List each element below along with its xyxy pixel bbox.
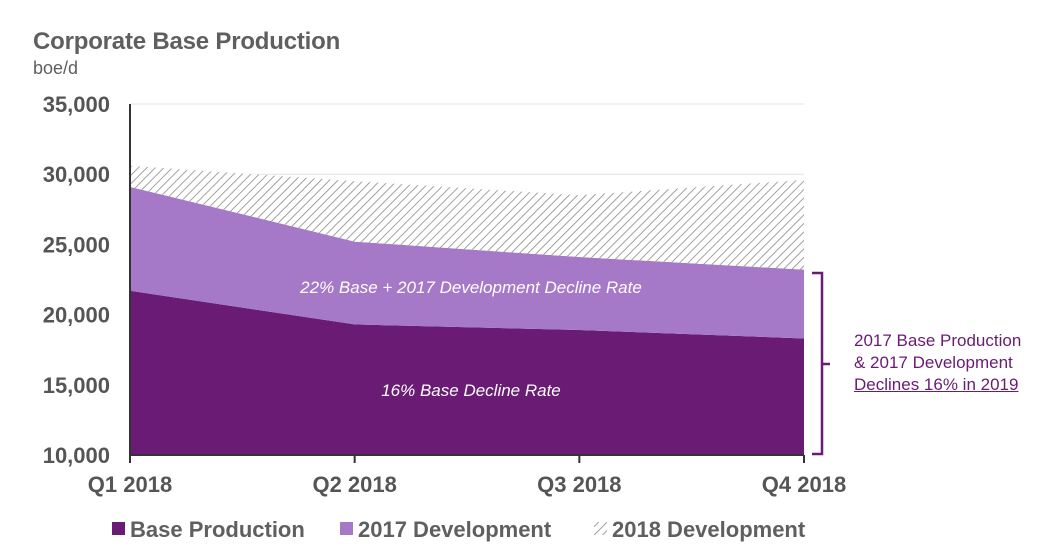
combined-decline-annotation: 22% Base + 2017 Development Decline Rate: [299, 278, 642, 297]
chart-unit-label: boe/d: [33, 58, 79, 78]
side-note: 2017 Base Production & 2017 Development …: [854, 330, 1054, 396]
legend-label: Base Production: [130, 517, 305, 542]
x-tick-label: Q2 2018: [312, 472, 396, 497]
area-annotations: 22% Base + 2017 Development Decline Rate…: [299, 278, 642, 400]
side-note-line-2: & 2017 Development: [854, 353, 1013, 372]
bracket-shape: [812, 271, 830, 456]
y-tick-label: 15,000: [43, 373, 110, 398]
x-tick-label: Q4 2018: [762, 472, 846, 497]
y-tick-label: 30,000: [43, 162, 110, 187]
legend-label: 2018 Development: [612, 517, 806, 542]
y-tick-label: 10,000: [43, 443, 110, 468]
x-tick-label: Q3 2018: [537, 472, 621, 497]
area-2018-development: [130, 165, 804, 270]
area-series: [130, 165, 804, 455]
legend-label: 2017 Development: [358, 517, 552, 542]
side-note-line-1: 2017 Base Production: [854, 331, 1022, 350]
side-note-line-3: Declines 16% in 2019: [854, 375, 1019, 394]
legend: Base Production 2017 Development 2018 Deve…: [112, 517, 806, 542]
chart-title: Corporate Base Production: [33, 28, 341, 55]
base-decline-annotation: 16% Base Decline Rate: [381, 381, 561, 400]
area-base-production: [130, 290, 804, 455]
y-tick-label: 20,000: [43, 303, 110, 328]
x-tick-label: Q1 2018: [88, 472, 172, 497]
y-tick-label: 25,000: [43, 232, 110, 257]
area-2017-development: [130, 186, 804, 339]
legend-swatch: [112, 522, 125, 535]
decline-bracket: [812, 271, 830, 456]
legend-swatch: [594, 522, 607, 535]
y-tick-label: 35,000: [43, 92, 110, 117]
axes: 10,000 15,000 20,000 25,000 30,000 35,000 Q1 2…: [43, 92, 847, 497]
legend-swatch: [340, 522, 353, 535]
